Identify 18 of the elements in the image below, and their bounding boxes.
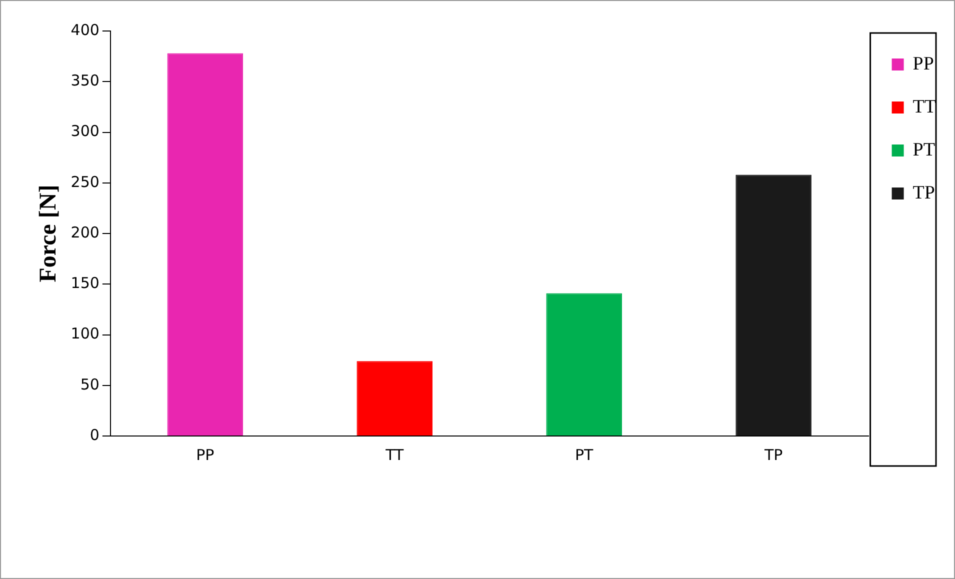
legend-label: PP (912, 53, 934, 74)
legend-label: PT (912, 139, 936, 160)
y-tick-label: 150 (70, 274, 100, 292)
y-tick-label: 200 (70, 223, 100, 242)
y-tick-label: 400 (70, 20, 100, 39)
y-tick-label: 250 (70, 172, 100, 191)
legend-label: TP (912, 182, 935, 204)
y-tick-label: 300 (70, 122, 100, 140)
y-tick-label: 350 (70, 72, 100, 90)
x-tick-label: TT (384, 446, 404, 464)
y-axis-title: Force [N] (36, 184, 62, 282)
legend-label: TT (912, 96, 936, 118)
y-tick-label: 100 (70, 324, 100, 343)
x-tick-label: PT (574, 446, 594, 464)
y-tick-label: 50 (80, 375, 100, 394)
y-tick-label: 0 (90, 426, 100, 444)
x-tick-label: TP (763, 446, 783, 464)
x-tick-label: PP (196, 446, 214, 464)
